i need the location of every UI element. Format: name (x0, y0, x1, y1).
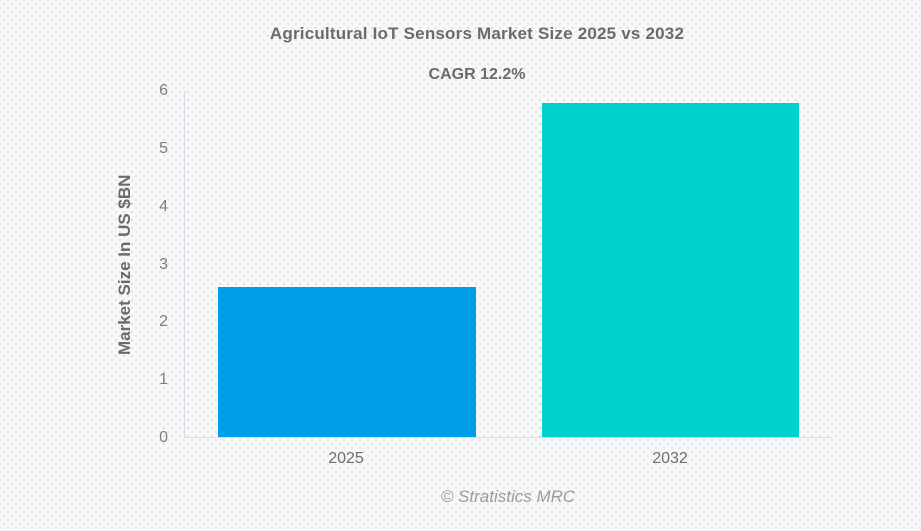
y-tick-label: 3 (159, 255, 168, 273)
y-axis-tick-labels: 0 1 2 3 4 5 6 (118, 83, 168, 446)
bar-2025 (218, 287, 476, 437)
chart-subtitle-cagr: CAGR 12.2% (428, 66, 526, 83)
y-tick-label: 2 (159, 313, 168, 331)
y-tick-label: 1 (159, 371, 168, 389)
bar-2032 (541, 102, 799, 437)
bar-slot-2025 (185, 91, 509, 437)
plot-area (184, 91, 832, 438)
y-tick-label: 6 (159, 82, 168, 99)
x-tick-label: 2032 (652, 450, 688, 467)
y-tick-label: 0 (159, 429, 168, 446)
source-credit: © Stratistics MRC (440, 487, 576, 506)
chart-title: Agricultural IoT Sensors Market Size 202… (269, 24, 685, 43)
x-tick-label: 2025 (328, 450, 364, 467)
y-tick-label: 4 (159, 197, 168, 215)
bar-slot-2032 (509, 91, 833, 437)
x-axis-tick-labels: 2025 2032 (184, 450, 832, 468)
y-tick-label: 5 (159, 139, 168, 157)
